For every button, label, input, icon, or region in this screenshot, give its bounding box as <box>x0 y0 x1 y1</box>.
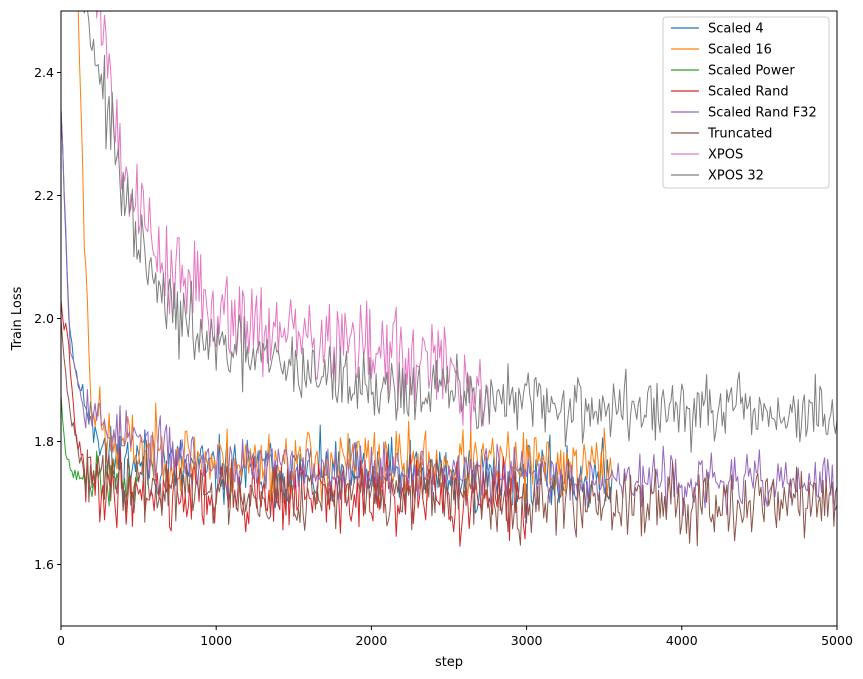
x-tick-label: 4000 <box>666 633 698 648</box>
legend-label: Scaled 4 <box>708 22 764 37</box>
legend-label: Truncated <box>707 127 772 142</box>
legend-box <box>662 16 830 189</box>
x-tick-label: 5000 <box>821 633 853 648</box>
legend-label: Scaled Rand F32 <box>708 106 817 121</box>
x-tick-label: 1000 <box>200 633 232 648</box>
legend-label: Scaled Power <box>708 64 795 79</box>
series-layer <box>61 11 837 547</box>
y-tick-label: 2.2 <box>34 188 54 203</box>
legend-label: XPOS <box>708 148 743 163</box>
series-line-truncated <box>61 320 837 547</box>
y-tick-label: 1.6 <box>34 557 54 572</box>
series-line-scaled-power <box>61 395 140 507</box>
x-tick-label: 3000 <box>511 633 543 648</box>
y-tick-label: 1.8 <box>34 434 54 449</box>
x-tick-label: 0 <box>57 633 65 648</box>
x-axis-title: step <box>435 655 463 670</box>
legend: Scaled 4 Scaled 16 Scaled Power Scaled Rand… <box>662 16 830 189</box>
y-tick-label: 2.4 <box>34 65 54 80</box>
y-axis-title: Train Loss <box>10 286 25 351</box>
x-axis: 0 1000 2000 3000 4000 5000 <box>57 626 853 648</box>
legend-label: XPOS 32 <box>708 169 764 184</box>
legend-label: Scaled 16 <box>708 43 772 58</box>
series-line-xpos-32 <box>83 11 837 453</box>
x-tick-label: 2000 <box>355 633 387 648</box>
y-tick-label: 2.0 <box>34 311 54 326</box>
legend-label: Scaled Rand <box>708 85 789 100</box>
series-line-scaled-rand <box>61 300 528 547</box>
y-axis: 1.6 1.8 2.0 2.2 2.4 <box>34 65 61 572</box>
